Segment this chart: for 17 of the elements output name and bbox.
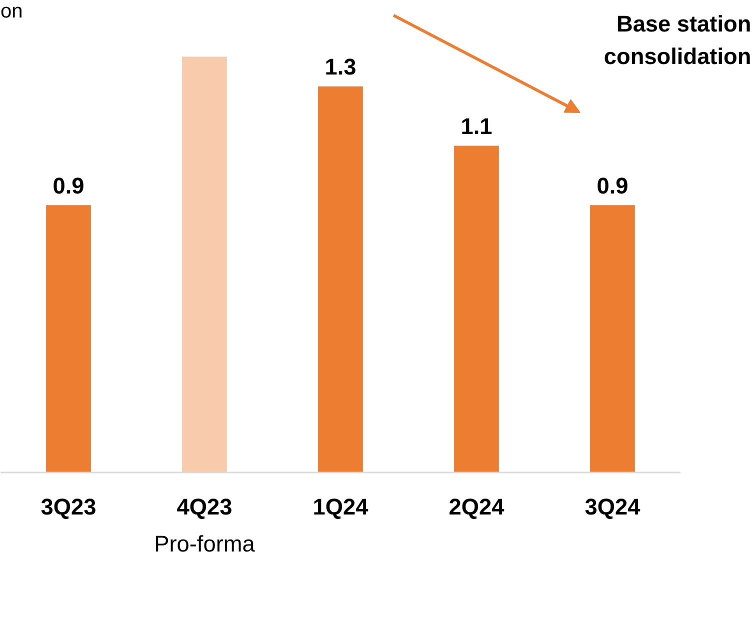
text: on bbox=[0, 0, 23, 22]
bar bbox=[318, 86, 363, 473]
bar bbox=[454, 146, 499, 473]
x-tick-label: 3Q23 bbox=[40, 493, 96, 520]
annotation: Base station consolidation bbox=[604, 10, 752, 69]
text: Pro-forma bbox=[154, 530, 256, 556]
bar bbox=[590, 205, 635, 473]
data-label: 1.3 bbox=[324, 53, 356, 80]
x-tick-label: 2Q24 bbox=[448, 493, 505, 520]
bar bbox=[46, 205, 91, 473]
data-label: 1.1 bbox=[460, 112, 492, 139]
bar bbox=[182, 56, 227, 473]
data-label: 0.9 bbox=[596, 172, 628, 198]
x-tick-label: 1Q24 bbox=[312, 493, 369, 520]
x-tick-label: 3Q24 bbox=[584, 493, 641, 520]
x-tick-label: 4Q23 bbox=[176, 493, 232, 520]
data-label: 0.9 bbox=[52, 172, 84, 198]
